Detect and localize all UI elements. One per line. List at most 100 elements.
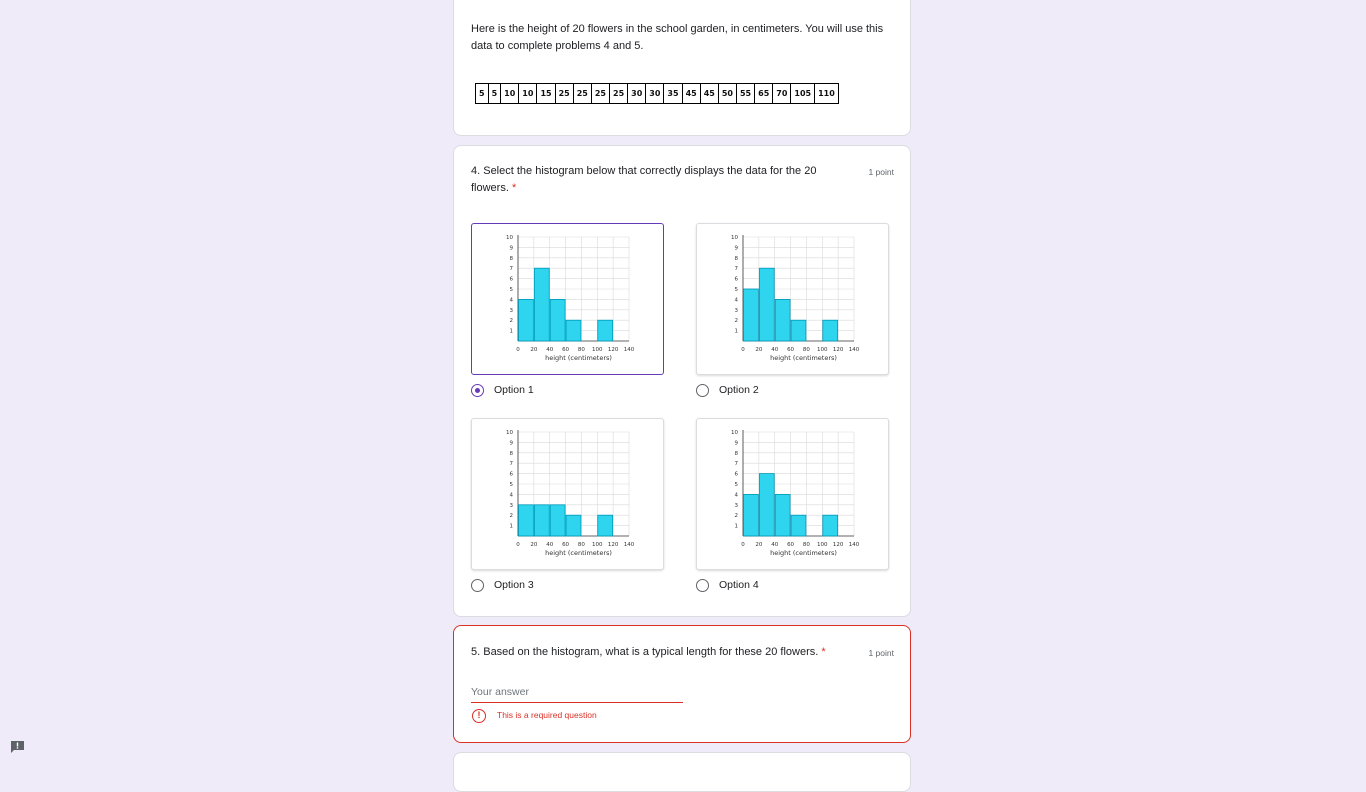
y-tick-label: 7: [735, 266, 739, 272]
histogram-bar: [758, 267, 775, 342]
x-tick-label: 40: [546, 542, 553, 548]
x-tick-label: 120: [608, 347, 619, 353]
option-2-histogram[interactable]: 1 2 3 4 5 6 7 8 9 10 0 20 40 60 80 100 120 140 height (cen…: [696, 223, 889, 375]
y-tick-label: 2: [510, 513, 514, 519]
option-1-radio[interactable]: [471, 384, 484, 397]
histogram-bar: [549, 299, 566, 342]
x-tick-label: 100: [817, 542, 828, 548]
option-4-histogram[interactable]: 1 2 3 4 5 6 7 8 9 10 0 20 40 60 80 100 120 140 height (cen…: [696, 418, 889, 570]
intro-card: Here is the height of 20 flowers in the …: [453, 0, 911, 136]
required-asterisk: *: [821, 646, 826, 658]
required-asterisk: *: [511, 182, 517, 194]
intro-text: Here is the height of 20 flowers in the …: [471, 23, 884, 52]
question-4-title: 4. Select the histogram below that corre…: [471, 163, 856, 197]
y-tick-label: 9: [510, 440, 514, 446]
height-cell: 45: [681, 83, 701, 104]
option-1-label[interactable]: Option 1: [494, 384, 534, 396]
x-tick-label: 40: [546, 347, 553, 353]
option-2-radio[interactable]: [696, 384, 709, 397]
y-tick-label: 7: [735, 461, 739, 467]
y-tick-label: 9: [735, 245, 739, 251]
y-tick-label: 5: [735, 482, 739, 488]
y-tick-label: 10: [731, 235, 738, 241]
x-tick-label: 60: [787, 542, 794, 548]
y-tick-label: 2: [735, 318, 739, 324]
question-4-title-text: 4. Select the histogram below that corre…: [471, 165, 817, 194]
height-cell: 25: [608, 83, 629, 104]
y-tick-label: 1: [735, 329, 739, 335]
x-tick-label: 20: [755, 347, 762, 353]
x-tick-label: 100: [817, 347, 828, 353]
question-5-points: 1 point: [868, 648, 894, 658]
histogram-bar: [518, 504, 534, 537]
x-tick-label: 60: [562, 542, 569, 548]
x-tick-label: 80: [578, 347, 585, 353]
error-text: This is a required question: [497, 710, 597, 720]
option-4-radio[interactable]: [696, 579, 709, 592]
x-tick-label: 0: [516, 542, 520, 548]
option-1-histogram[interactable]: 1 2 3 4 5 6 7 8 9 10 0 20 40 60 80 100 120 140 height (cen…: [471, 223, 664, 375]
option-3-histogram[interactable]: 1 2 3 4 5 6 7 8 9 10 0 20 40 60 80 100 120 140 height (cen…: [471, 418, 664, 570]
x-axis-label: height (centimeters): [770, 354, 837, 362]
question-4-points: 1 point: [868, 167, 894, 177]
y-tick-label: 6: [735, 277, 739, 283]
answer-input[interactable]: [471, 682, 683, 703]
x-tick-label: 0: [741, 542, 745, 548]
y-tick-label: 7: [510, 266, 514, 272]
histogram-bar: [565, 514, 582, 537]
x-tick-label: 120: [833, 347, 844, 353]
height-cell: 5: [475, 83, 489, 104]
histogram-bar: [758, 473, 775, 537]
y-tick-label: 9: [735, 440, 739, 446]
height-cell: 30: [627, 83, 647, 104]
y-tick-label: 5: [735, 287, 739, 293]
y-tick-label: 4: [735, 492, 739, 498]
x-tick-label: 140: [849, 347, 860, 353]
height-cell: 15: [536, 83, 556, 104]
height-cell: 70: [772, 83, 792, 104]
y-tick-label: 8: [735, 256, 739, 262]
height-cell: 10: [518, 83, 538, 104]
x-tick-label: 80: [803, 542, 810, 548]
x-tick-label: 140: [624, 347, 635, 353]
option-3-radio[interactable]: [471, 579, 484, 592]
x-tick-label: 0: [741, 347, 745, 353]
x-tick-label: 20: [530, 542, 537, 548]
question-5-title: 5. Based on the histogram, what is a typ…: [471, 644, 856, 661]
height-cell: 45: [699, 83, 719, 104]
y-tick-label: 3: [735, 308, 739, 314]
height-cell: 110: [814, 83, 839, 104]
height-cell: 105: [790, 83, 816, 104]
x-tick-label: 40: [771, 347, 778, 353]
y-tick-label: 6: [735, 472, 739, 478]
x-tick-label: 140: [624, 542, 635, 548]
x-axis-label: height (centimeters): [770, 549, 837, 557]
option-4-label[interactable]: Option 4: [719, 579, 759, 591]
question-5-title-text: 5. Based on the histogram, what is a typ…: [471, 646, 819, 658]
x-tick-label: 140: [849, 542, 860, 548]
y-tick-label: 7: [510, 461, 514, 467]
histogram-bar: [822, 514, 839, 537]
y-tick-label: 8: [735, 451, 739, 457]
height-cell: 25: [572, 83, 592, 104]
y-tick-label: 4: [510, 492, 514, 498]
x-tick-label: 100: [592, 347, 603, 353]
x-tick-label: 20: [755, 542, 762, 548]
feedback-icon[interactable]: [10, 740, 25, 753]
flower-height-table: 5 5 10 10 15 25 25 25 25 30 30 35 45 45 50 55 65 70 105 110: [475, 83, 839, 104]
height-cell: 35: [663, 83, 683, 104]
histogram-bar: [774, 494, 791, 537]
height-cell: 30: [645, 83, 665, 104]
y-tick-label: 2: [510, 318, 514, 324]
option-2-label[interactable]: Option 2: [719, 384, 759, 396]
question-4-card: 4. Select the histogram below that corre…: [453, 145, 911, 617]
histogram-bar: [533, 267, 550, 342]
y-tick-label: 9: [510, 245, 514, 251]
y-tick-label: 2: [735, 513, 739, 519]
option-3-label[interactable]: Option 3: [494, 579, 534, 591]
height-cell: 25: [554, 83, 574, 104]
y-tick-label: 4: [510, 297, 514, 303]
y-tick-label: 8: [510, 256, 514, 262]
